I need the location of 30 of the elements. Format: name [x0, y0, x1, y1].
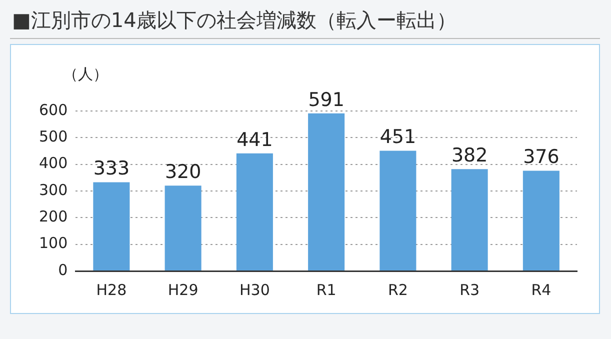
y-tick-label: 0 — [58, 260, 68, 279]
bar — [522, 170, 560, 270]
data-label: 382 — [451, 144, 488, 167]
data-label: 591 — [308, 88, 344, 111]
x-tick-label: H29 — [168, 280, 198, 299]
bar — [380, 150, 416, 270]
data-label: 441 — [236, 128, 273, 151]
bar — [308, 113, 345, 270]
y-tick-label: 200 — [38, 208, 68, 226]
bar — [164, 186, 202, 270]
x-tick-label: H30 — [240, 280, 270, 299]
x-tick-label: R2 — [388, 280, 408, 299]
y-tick-label: 100 — [38, 234, 68, 252]
x-tick-label: H28 — [96, 280, 127, 299]
bar — [93, 182, 130, 270]
x-tick-label: R1 — [316, 280, 336, 299]
data-label: 320 — [164, 161, 202, 184]
chart-title: ■江別市の14歳以下の社会増減数（転入ー転出） — [12, 7, 456, 34]
y-tick-label: 400 — [38, 154, 68, 172]
data-label: 451 — [380, 126, 416, 148]
y-tick-label: 300 — [38, 180, 68, 199]
y-axis-title: （人） — [63, 65, 108, 84]
bar — [451, 169, 488, 270]
x-tick-label: R3 — [460, 280, 480, 299]
data-label: 376 — [523, 146, 560, 168]
y-tick-label: 600 — [38, 100, 68, 119]
bar — [236, 153, 273, 270]
data-label: 333 — [93, 158, 130, 180]
x-tick-label: R4 — [531, 280, 552, 299]
y-tick-label: 500 — [38, 128, 68, 146]
